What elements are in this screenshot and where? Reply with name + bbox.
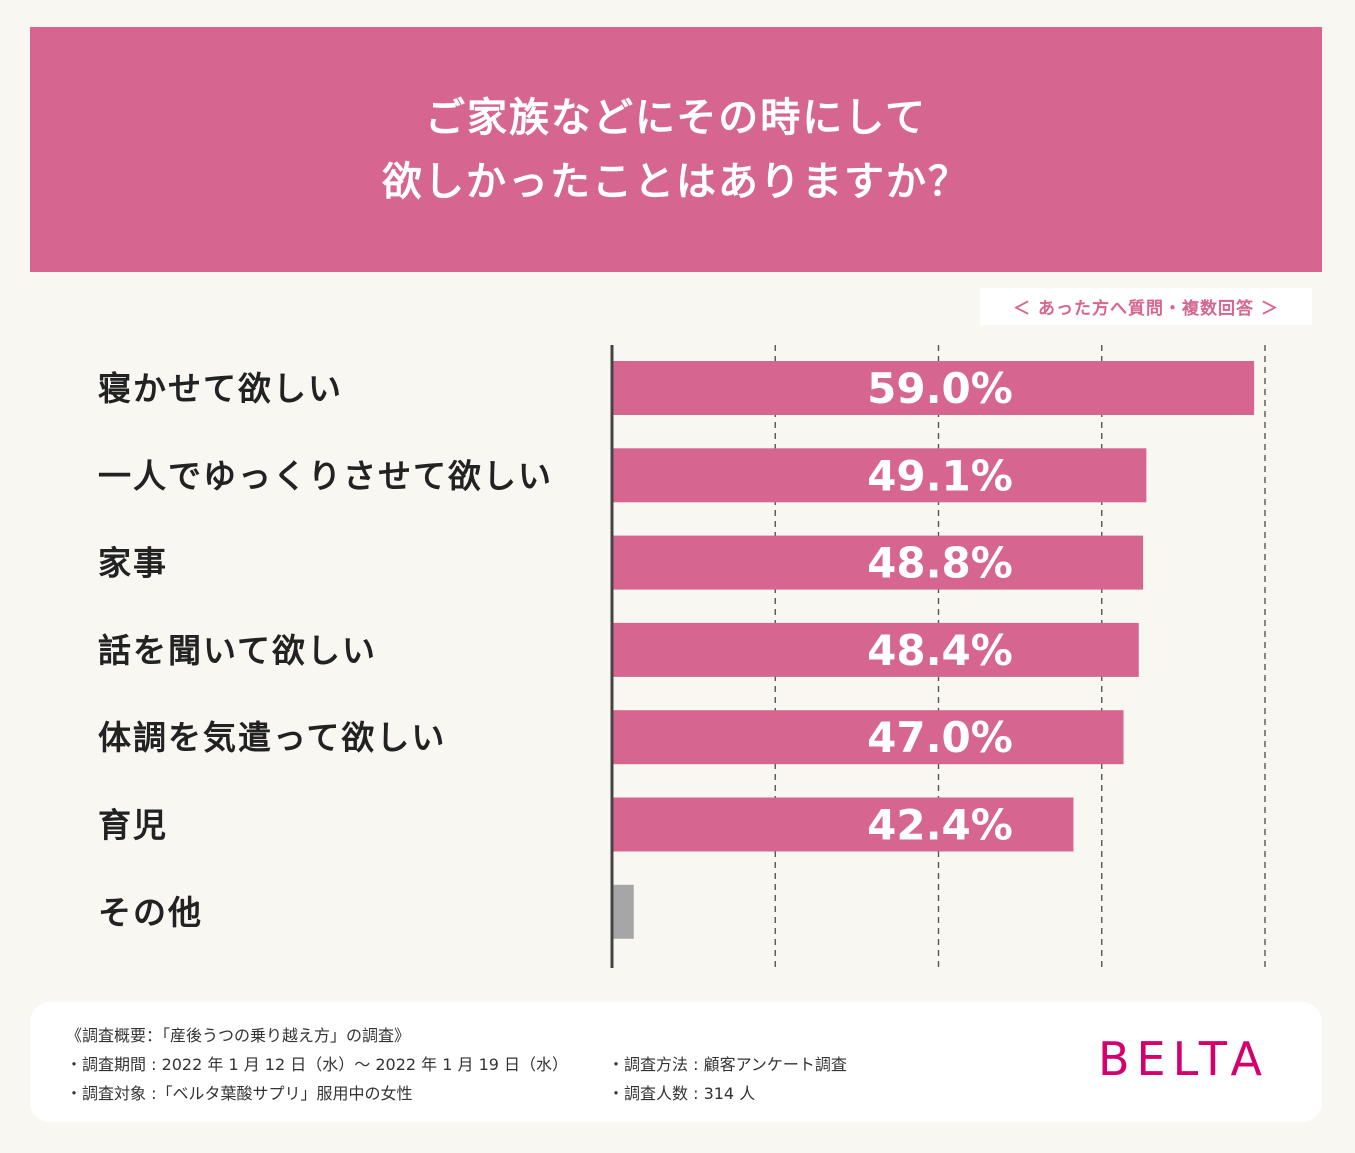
bar-5: [612, 710, 1124, 765]
chart-title-line-2: 欲しかったことはありますか？: [382, 157, 970, 205]
category-label-2: 一人でゆっくりさせて欲しい: [98, 456, 553, 495]
survey-summary-box: 《調査概要：「産後うつの乗り越え方」の調査》 ・調査期間 : 2022 年 1 …: [30, 1002, 1322, 1122]
value-label-4: 48.4%: [867, 626, 1013, 675]
bar-2: [612, 448, 1147, 503]
bar-4: [612, 622, 1139, 677]
bar-6: [612, 797, 1074, 852]
category-label-6: 育児: [98, 806, 168, 845]
category-label-5: 体調を気遣って欲しい: [98, 718, 446, 757]
bar-3: [612, 535, 1144, 590]
category-label-3: 家事: [98, 544, 168, 583]
bar-1: [612, 361, 1255, 415]
survey-count: ・調査人数 : 314 人: [608, 1084, 756, 1103]
survey-period: ・調査期間 : 2022 年 1 月 12 日（水）〜 2022 年 1 月 1…: [66, 1055, 569, 1074]
chart-title-banner: ご家族などにその時にして 欲しかったことはありますか？: [30, 27, 1322, 272]
value-label-5: 47.0%: [867, 713, 1013, 762]
category-label-1: 寝かせて欲しい: [98, 369, 343, 408]
value-label-3: 48.8%: [867, 539, 1013, 588]
bar-chart: 寝かせて欲しい 59.0% 一人でゆっくりさせて欲しい 49.1% 家事 48.8% 話を聞…: [98, 345, 1266, 968]
chart-title-line-1: ご家族などにその時にして: [425, 93, 927, 141]
value-label-1: 59.0%: [867, 364, 1013, 413]
survey-method: ・調査方法 : 顧客アンケート調査: [608, 1055, 847, 1074]
survey-summary-title: 《調査概要：「産後うつの乗り越え方」の調査》: [66, 1026, 411, 1045]
category-label-7: その他: [98, 893, 203, 932]
value-label-6: 42.4%: [867, 801, 1013, 850]
category-label-4: 話を聞いて欲しい: [98, 631, 377, 670]
bar-7: [612, 884, 634, 939]
survey-note: ＜ あった方へ質問・複数回答 ＞: [980, 288, 1312, 325]
belta-logo: BELTA: [1098, 1032, 1269, 1086]
value-label-2: 49.1%: [867, 451, 1013, 500]
survey-target: ・調査対象 :「ベルタ葉酸サプリ」服用中の女性: [66, 1084, 413, 1103]
